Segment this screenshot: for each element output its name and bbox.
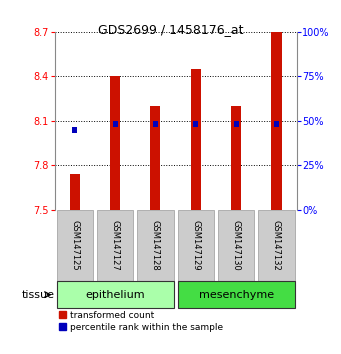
Text: GDS2699 / 1458176_at: GDS2699 / 1458176_at — [98, 23, 243, 36]
Bar — [218, 210, 254, 281]
Bar — [57, 210, 93, 281]
Text: tissue: tissue — [21, 290, 55, 300]
Bar — [271, 32, 282, 210]
Bar — [178, 281, 295, 308]
Bar — [274, 121, 279, 127]
Text: GSM147130: GSM147130 — [232, 220, 241, 271]
Bar — [231, 106, 241, 210]
Bar — [137, 210, 174, 281]
Bar — [113, 121, 118, 127]
Bar — [193, 121, 198, 127]
Text: GSM147125: GSM147125 — [70, 220, 79, 271]
Bar — [153, 121, 158, 127]
Text: epithelium: epithelium — [85, 290, 145, 300]
Bar — [72, 127, 77, 133]
Text: mesenchyme: mesenchyme — [198, 290, 274, 300]
Bar — [97, 210, 133, 281]
Bar — [178, 210, 214, 281]
Legend: transformed count, percentile rank within the sample: transformed count, percentile rank withi… — [59, 311, 223, 332]
Text: GSM147132: GSM147132 — [272, 220, 281, 271]
Bar — [191, 69, 201, 210]
Text: GSM147127: GSM147127 — [110, 220, 120, 271]
Bar — [110, 76, 120, 210]
Text: GSM147128: GSM147128 — [151, 220, 160, 271]
Bar — [70, 174, 80, 210]
Bar — [150, 106, 161, 210]
Text: GSM147129: GSM147129 — [191, 220, 200, 271]
Bar — [57, 281, 174, 308]
Bar — [234, 121, 239, 127]
Bar — [258, 210, 295, 281]
